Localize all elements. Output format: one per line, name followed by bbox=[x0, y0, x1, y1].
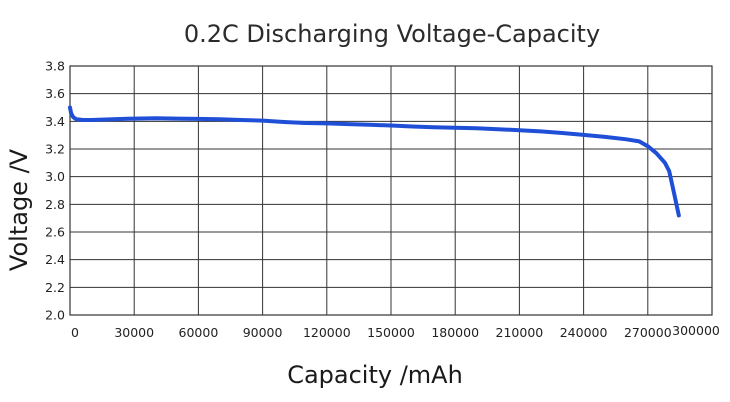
x-tick-label: 0 bbox=[71, 325, 79, 340]
y-tick-label: 3.0 bbox=[45, 169, 65, 184]
y-tick-label: 2.8 bbox=[45, 197, 65, 212]
x-tick-label: 30000 bbox=[114, 325, 154, 340]
x-tick-label: 270000 bbox=[624, 325, 672, 340]
x-tick-label: 60000 bbox=[179, 325, 219, 340]
y-tick-label: 2.6 bbox=[45, 225, 65, 240]
series-line-voltage bbox=[68, 105, 681, 218]
plot-frame bbox=[69, 65, 713, 316]
x-tick-label: 150000 bbox=[367, 325, 415, 340]
y-axis-ticks: 2.0 2.2 2.4 2.6 2.8 3.0 3.2 3.4 3.6 3.8 bbox=[45, 59, 65, 323]
grid-lines bbox=[69, 65, 713, 316]
x-tick-label: 120000 bbox=[303, 325, 351, 340]
x-tick-label: 300000 bbox=[672, 323, 720, 338]
y-tick-label: 3.6 bbox=[45, 86, 65, 101]
y-tick-label: 3.4 bbox=[45, 114, 65, 129]
y-tick-label: 2.2 bbox=[45, 280, 65, 295]
x-tick-label: 180000 bbox=[431, 325, 479, 340]
x-tick-label: 90000 bbox=[243, 325, 283, 340]
x-tick-label: 210000 bbox=[496, 325, 544, 340]
y-tick-label: 3.8 bbox=[45, 59, 65, 74]
chart-title: 0.2C Discharging Voltage-Capacity bbox=[184, 20, 600, 48]
y-axis-label: Voltage /V bbox=[5, 148, 33, 271]
x-axis-ticks: 0 30000 60000 90000 120000 150000 180000 210000… bbox=[71, 323, 720, 340]
y-tick-label: 2.0 bbox=[45, 308, 65, 323]
y-tick-label: 3.2 bbox=[45, 142, 65, 157]
x-axis-label: Capacity /mAh bbox=[287, 361, 463, 389]
x-tick-label: 240000 bbox=[560, 325, 608, 340]
y-tick-label: 2.4 bbox=[45, 252, 65, 267]
